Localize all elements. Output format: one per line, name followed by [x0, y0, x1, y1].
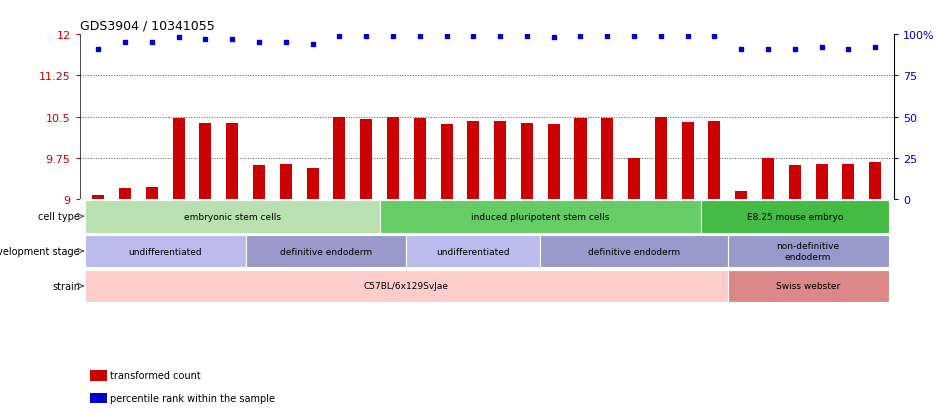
Bar — [227, 124, 239, 199]
Bar — [414, 118, 426, 199]
Bar — [601, 119, 613, 199]
Text: GDS3904 / 10341055: GDS3904 / 10341055 — [80, 19, 214, 33]
Text: development stage: development stage — [0, 247, 80, 256]
Bar — [360, 120, 373, 199]
Bar — [494, 121, 506, 199]
Bar — [85, 200, 380, 233]
Bar — [655, 118, 666, 199]
Text: definitive endoderm: definitive endoderm — [280, 247, 373, 256]
Bar — [548, 125, 560, 199]
Bar — [146, 187, 158, 199]
Bar — [85, 235, 245, 268]
Bar — [815, 165, 827, 199]
Text: induced pluripotent stem cells: induced pluripotent stem cells — [471, 212, 609, 221]
Text: E8.25 mouse embryo: E8.25 mouse embryo — [747, 212, 843, 221]
Bar — [520, 124, 533, 199]
Bar — [85, 270, 728, 302]
Bar — [199, 124, 212, 199]
Bar — [709, 121, 721, 199]
Bar — [681, 123, 694, 199]
Bar — [307, 168, 318, 199]
Bar — [172, 118, 184, 199]
Text: percentile rank within the sample: percentile rank within the sample — [110, 393, 275, 403]
Bar — [575, 119, 587, 199]
Bar — [735, 192, 747, 199]
Bar — [728, 270, 888, 302]
Text: Swiss webster: Swiss webster — [776, 282, 841, 291]
Bar — [701, 200, 888, 233]
Bar — [380, 200, 701, 233]
Bar — [628, 158, 640, 199]
Text: undifferentiated: undifferentiated — [436, 247, 510, 256]
Bar — [762, 158, 774, 199]
Bar — [245, 235, 406, 268]
Text: embryonic stem cells: embryonic stem cells — [183, 212, 281, 221]
Bar — [728, 235, 888, 268]
Bar — [870, 163, 881, 199]
Text: strain: strain — [52, 281, 80, 291]
Bar — [406, 235, 540, 268]
Text: C57BL/6x129SvJae: C57BL/6x129SvJae — [364, 282, 449, 291]
Bar — [789, 165, 801, 199]
Text: definitive endoderm: definitive endoderm — [588, 247, 680, 256]
Bar — [540, 235, 728, 268]
Text: non-definitive
endoderm: non-definitive endoderm — [777, 242, 840, 261]
Bar — [333, 118, 345, 199]
Text: undifferentiated: undifferentiated — [128, 247, 202, 256]
Bar — [842, 165, 855, 199]
Bar — [253, 165, 265, 199]
Text: transformed count: transformed count — [110, 370, 201, 380]
Bar — [441, 125, 453, 199]
Bar — [93, 195, 104, 199]
Bar — [280, 165, 292, 199]
Text: cell type: cell type — [38, 212, 80, 222]
Bar — [467, 121, 479, 199]
Bar — [387, 118, 399, 199]
Bar — [119, 189, 131, 199]
